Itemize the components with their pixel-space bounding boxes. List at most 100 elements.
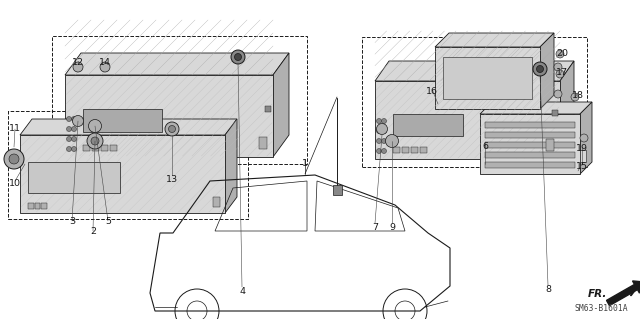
Polygon shape: [375, 61, 574, 81]
Circle shape: [72, 137, 77, 142]
Bar: [411, 147, 418, 153]
Bar: [20, 135, 225, 213]
Circle shape: [580, 134, 588, 142]
Bar: [83, 145, 90, 151]
Circle shape: [376, 129, 381, 133]
Polygon shape: [540, 33, 554, 109]
Bar: [35, 204, 40, 209]
Circle shape: [554, 90, 562, 98]
Text: 19: 19: [576, 145, 588, 153]
Bar: [65, 75, 273, 157]
Circle shape: [72, 127, 77, 131]
Text: 11: 11: [9, 124, 21, 133]
Circle shape: [556, 50, 564, 58]
Circle shape: [100, 62, 110, 72]
Text: 12: 12: [72, 58, 84, 68]
Circle shape: [376, 149, 381, 153]
Circle shape: [533, 62, 547, 76]
Bar: [485, 132, 575, 138]
Bar: [546, 139, 554, 151]
Text: 4: 4: [239, 286, 245, 295]
Circle shape: [231, 50, 245, 64]
Bar: [8, 111, 248, 219]
Circle shape: [168, 125, 175, 132]
Text: 16: 16: [426, 86, 438, 95]
Circle shape: [381, 118, 387, 123]
Polygon shape: [435, 33, 554, 47]
Circle shape: [72, 115, 83, 127]
Bar: [28, 162, 120, 194]
Bar: [485, 152, 575, 158]
Text: 3: 3: [69, 217, 75, 226]
Text: 8: 8: [545, 285, 551, 293]
Circle shape: [381, 149, 387, 153]
Circle shape: [67, 116, 72, 122]
Bar: [393, 114, 463, 136]
Circle shape: [87, 133, 103, 149]
Text: 7: 7: [372, 222, 378, 232]
Circle shape: [381, 138, 387, 144]
Polygon shape: [560, 61, 574, 159]
Circle shape: [72, 146, 77, 152]
Bar: [552, 110, 558, 116]
Text: 5: 5: [105, 217, 111, 226]
Polygon shape: [20, 119, 237, 135]
Circle shape: [554, 63, 562, 71]
Bar: [28, 204, 33, 209]
Text: 6: 6: [482, 143, 488, 152]
Polygon shape: [65, 53, 289, 75]
Bar: [485, 162, 575, 168]
Circle shape: [376, 118, 381, 123]
Bar: [393, 147, 400, 153]
Bar: [485, 122, 575, 128]
Circle shape: [234, 54, 241, 61]
Circle shape: [376, 123, 387, 135]
Text: 13: 13: [166, 174, 178, 183]
Polygon shape: [580, 102, 592, 174]
Bar: [362, 37, 587, 167]
Bar: [333, 185, 342, 195]
Circle shape: [165, 122, 179, 136]
Circle shape: [381, 129, 387, 133]
Text: SM63-B1601A: SM63-B1601A: [574, 304, 628, 313]
Bar: [101, 145, 108, 151]
Text: 17: 17: [556, 69, 568, 78]
Bar: [580, 150, 586, 162]
Circle shape: [571, 93, 579, 101]
Polygon shape: [225, 119, 237, 213]
Polygon shape: [480, 102, 592, 114]
Bar: [435, 47, 540, 109]
Circle shape: [91, 137, 99, 145]
Text: 14: 14: [99, 58, 111, 68]
FancyArrow shape: [607, 281, 640, 306]
Bar: [83, 109, 162, 132]
Bar: [265, 106, 271, 112]
Circle shape: [67, 146, 72, 152]
Circle shape: [556, 70, 564, 78]
Circle shape: [67, 127, 72, 131]
Circle shape: [72, 116, 77, 122]
Bar: [41, 204, 47, 209]
Circle shape: [385, 135, 399, 147]
Text: 18: 18: [572, 92, 584, 100]
Polygon shape: [273, 53, 289, 157]
Text: 20: 20: [556, 49, 568, 58]
Bar: [443, 57, 532, 99]
Circle shape: [9, 154, 19, 164]
Circle shape: [67, 137, 72, 142]
Bar: [213, 197, 220, 207]
Bar: [402, 147, 409, 153]
Circle shape: [88, 120, 102, 132]
Bar: [375, 81, 560, 159]
Bar: [92, 145, 99, 151]
Bar: [480, 114, 580, 174]
Circle shape: [536, 65, 543, 72]
Circle shape: [4, 149, 24, 169]
Text: 9: 9: [389, 222, 395, 232]
Text: FR.: FR.: [588, 289, 607, 299]
Text: 2: 2: [90, 226, 96, 235]
Text: 15: 15: [576, 162, 588, 172]
Bar: [485, 142, 575, 148]
Bar: [110, 145, 117, 151]
Text: 1: 1: [302, 160, 308, 168]
